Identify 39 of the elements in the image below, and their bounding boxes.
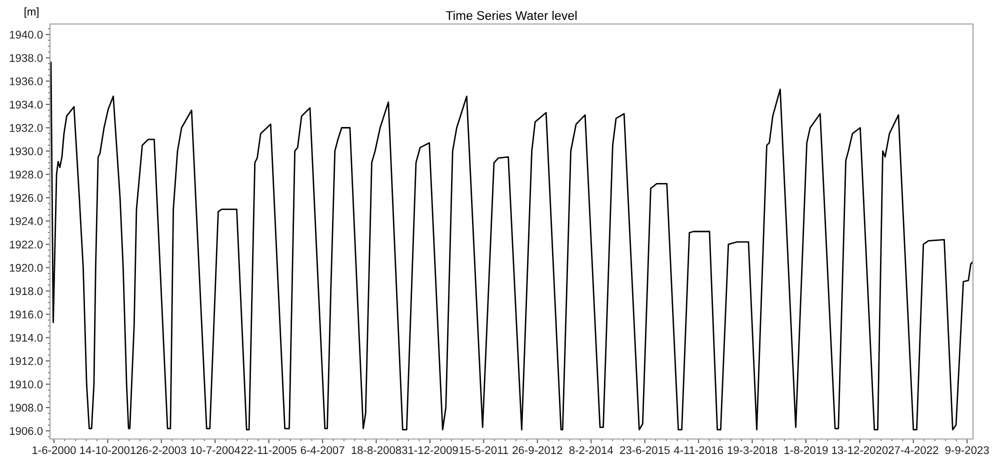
- y-tick-label: 1910.0: [10, 380, 43, 388]
- x-tick-label: 1-8-2019: [784, 446, 828, 454]
- y-tick-label: 1924.0: [10, 217, 43, 226]
- x-tick-label: 22-11-2005: [241, 446, 296, 454]
- x-tick-label: 26-2-2003: [136, 446, 186, 454]
- x-tick-label: 13-12-2020: [832, 446, 888, 454]
- y-tick-label: 1932.0: [10, 124, 43, 132]
- x-tick-label: 15-5-2011: [460, 446, 508, 454]
- line-series: [50, 62, 973, 430]
- y-tick-label: 1908.0: [10, 404, 43, 412]
- y-tick-label: 1920.0: [10, 264, 43, 272]
- y-axis-title: [m]: [24, 7, 38, 18]
- x-tick-label: 14-10-2001: [80, 446, 136, 454]
- x-tick-label: 6-4-2007: [300, 446, 344, 454]
- y-tick-label: 1918.0: [10, 287, 43, 296]
- x-tick-label: 8-2-2014: [569, 446, 614, 454]
- y-tick-label: 1928.0: [10, 170, 43, 179]
- y-tick-label: 1936.0: [10, 77, 43, 86]
- y-tick-label: 1926.0: [10, 194, 43, 202]
- y-tick-label: 1938.0: [10, 54, 43, 62]
- x-tick-label: 10-7-2004: [190, 446, 240, 454]
- y-tick-label: 1922.0: [10, 240, 43, 248]
- x-tick-label: 4-11-2016: [674, 446, 723, 454]
- y-tick-label: 1914.0: [10, 334, 43, 342]
- x-tick-label: 9-9-2023: [945, 446, 989, 454]
- x-tick-label: 1-6-2000: [32, 446, 76, 454]
- x-tick-label: 27-4-2022: [888, 446, 938, 454]
- y-tick-label: 1912.0: [10, 357, 43, 366]
- y-tick-label: 1906.0: [10, 427, 43, 435]
- x-tick-label: 26-9-2012: [512, 446, 562, 454]
- y-tick-label: 1930.0: [10, 147, 43, 156]
- x-tick-label: 23-6-2015: [620, 446, 670, 454]
- x-tick-label: 31-12-2009: [402, 446, 458, 454]
- y-tick-label: 1940.0: [10, 30, 43, 39]
- y-tick-label: 1916.0: [10, 310, 43, 318]
- x-tick-label: 18-8-2008: [352, 446, 402, 454]
- x-tick-label: 19-3-2018: [728, 446, 778, 454]
- y-tick-label: 1934.0: [10, 100, 43, 109]
- chart-title: Time Series Water level: [446, 10, 577, 20]
